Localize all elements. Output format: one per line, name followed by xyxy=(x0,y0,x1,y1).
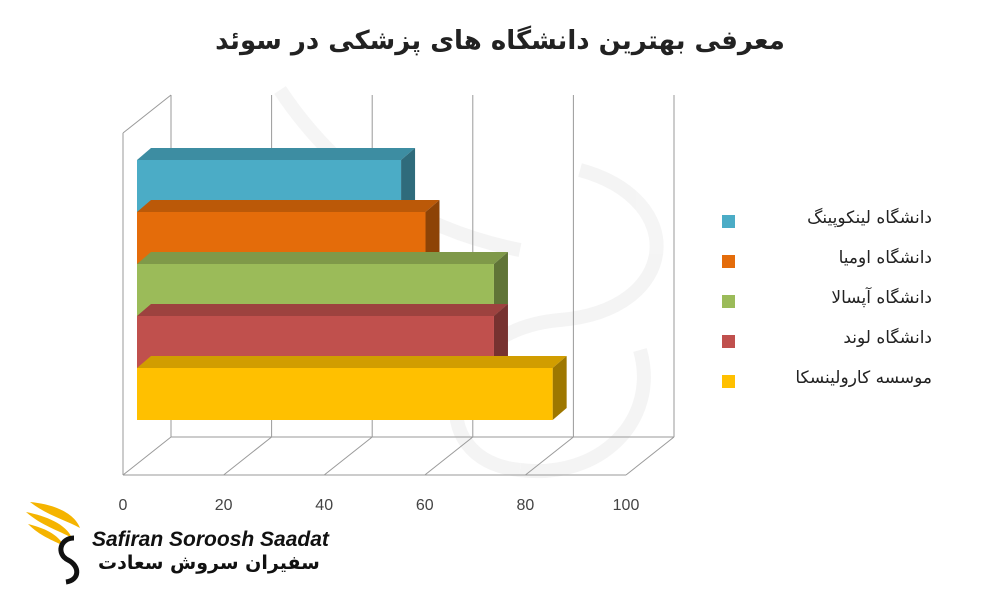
floor-gridline xyxy=(323,436,373,476)
bar-top-face xyxy=(137,200,440,212)
floor-gridline xyxy=(223,436,272,476)
legend-label: دانشگاه اومیا xyxy=(838,248,932,268)
x-tick-label: 40 xyxy=(315,497,333,514)
bar-side-face xyxy=(552,356,567,420)
x-tick-label: 60 xyxy=(416,497,434,514)
x-tick-label: 100 xyxy=(613,497,640,514)
legend-item: موسسه کارولینسکا xyxy=(690,368,932,408)
chart-legend: دانشگاه لینکوپینگ دانشگاه اومیا دانشگاه … xyxy=(690,208,932,408)
bar-side-face xyxy=(401,148,416,212)
bar-front-face xyxy=(137,368,553,420)
left-wall-top-edge xyxy=(122,94,172,134)
logo-name-en: Safiran Soroosh Saadat xyxy=(92,528,329,551)
floor-gridline xyxy=(122,436,172,476)
bar-top-face xyxy=(137,356,567,368)
x-tick-label: 0 xyxy=(119,497,128,514)
legend-swatch xyxy=(722,295,735,308)
swan-logo-icon xyxy=(26,502,80,585)
legend-swatch xyxy=(722,335,735,348)
chart-bars xyxy=(137,148,567,420)
bar-top-face xyxy=(137,252,508,264)
legend-item: دانشگاه لوند xyxy=(690,328,932,368)
legend-item: دانشگاه لینکوپینگ xyxy=(690,208,932,248)
logo-name-fa: سفیران سروش سعادت xyxy=(98,552,320,574)
floor-gridline xyxy=(525,436,574,476)
x-tick-label: 20 xyxy=(215,497,233,514)
x-tick-label: 80 xyxy=(517,497,535,514)
floor-gridline xyxy=(625,436,675,476)
legend-item: دانشگاه اومیا xyxy=(690,248,932,288)
legend-label: دانشگاه لینکوپینگ xyxy=(807,208,932,228)
legend-label: موسسه کارولینسکا xyxy=(795,368,932,388)
legend-label: دانشگاه آپسالا xyxy=(831,288,932,308)
bar-side-face xyxy=(493,304,508,368)
company-logo: Safiran Soroosh Saadat سفیران سروش سعادت xyxy=(22,498,329,588)
legend-swatch xyxy=(722,255,735,268)
floor-gridline xyxy=(424,436,474,476)
legend-swatch xyxy=(722,375,735,388)
legend-swatch xyxy=(722,215,735,228)
bar-side-face xyxy=(425,200,440,264)
chart-title: معرفی بهترین دانشگاه های پزشکی در سوئد xyxy=(215,26,785,56)
bar-side-face xyxy=(493,252,508,316)
legend-label: دانشگاه لوند xyxy=(843,328,932,348)
bar xyxy=(137,356,567,420)
legend-item: دانشگاه آپسالا xyxy=(690,288,932,328)
x-axis-ticks: 0 20 40 60 80 100 xyxy=(119,497,640,514)
bar-top-face xyxy=(137,148,416,160)
bar-top-face xyxy=(137,304,508,316)
